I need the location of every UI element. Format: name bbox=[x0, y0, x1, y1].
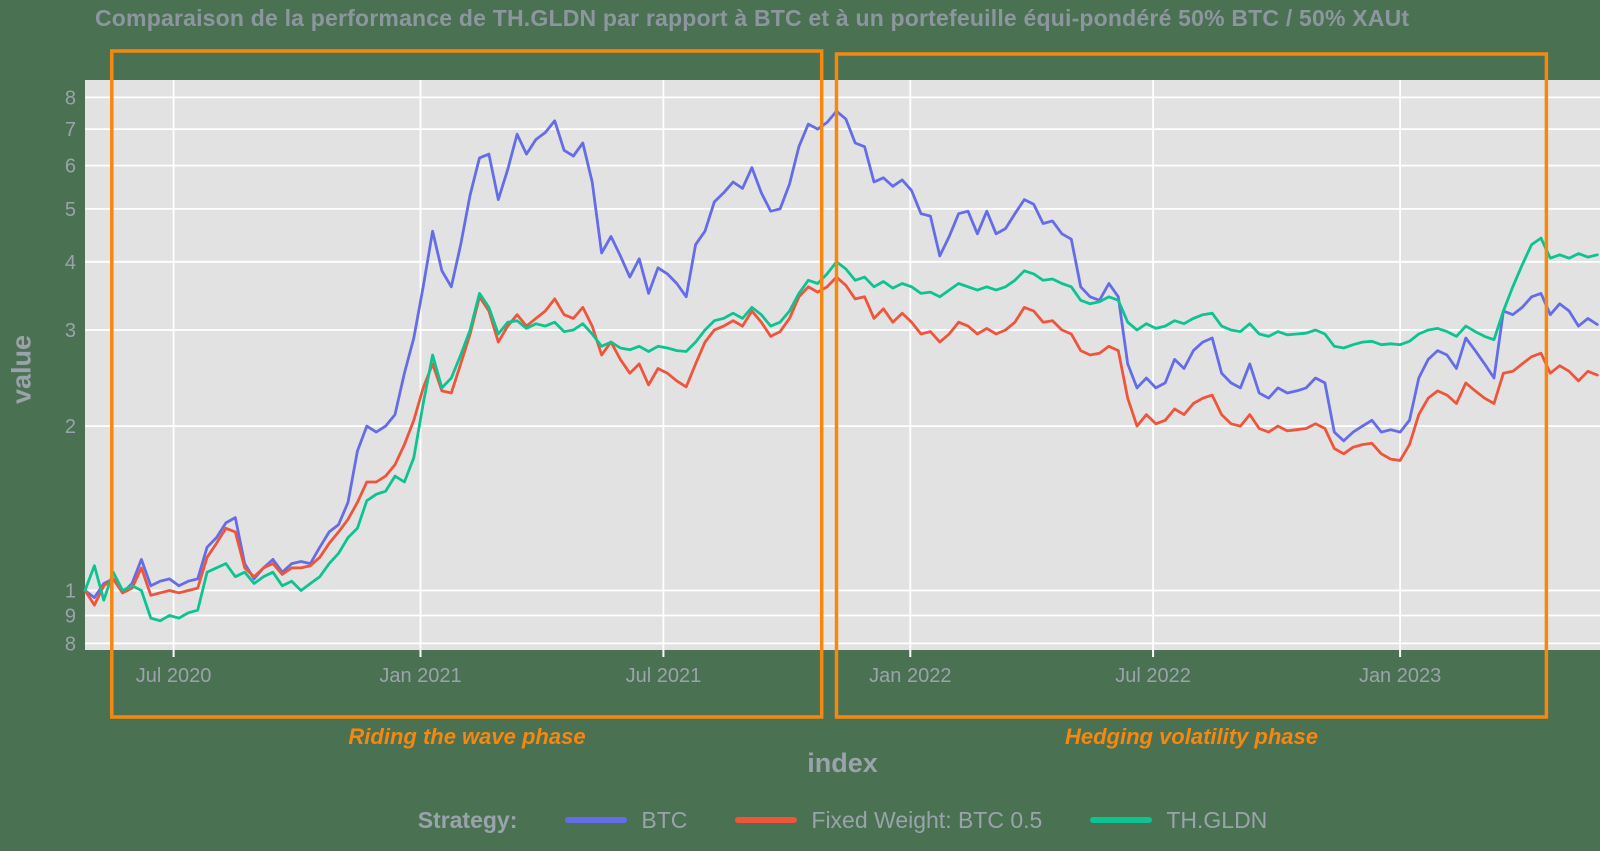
legend-swatch-btc bbox=[565, 817, 628, 823]
x-tick-label: Jan 2022 bbox=[869, 665, 951, 687]
legend-item-fixed-weight[interactable]: Fixed Weight: BTC 0.5 bbox=[735, 807, 1042, 834]
legend-label-btc: BTC bbox=[641, 806, 688, 833]
x-tick-labels: Jul 2020 Jan 2021 Jul 2021 Jan 2022 Jul 2022… bbox=[136, 665, 1441, 687]
x-gridlines bbox=[172, 80, 1401, 650]
legend-title: Strategy: bbox=[417, 806, 518, 833]
legend-label-th-gldn: TH.GLDN bbox=[1166, 806, 1268, 833]
legend-item-th-gldn[interactable]: TH.GLDN bbox=[1090, 807, 1267, 834]
y-tick-label: 1 bbox=[65, 581, 76, 603]
y-tick-label: 8 bbox=[65, 87, 76, 109]
x-tick-marks bbox=[172, 650, 1402, 657]
y-gridlines bbox=[85, 96, 1600, 645]
y-tick-label: 9 bbox=[65, 606, 76, 628]
legend-label-fixed-weight: Fixed Weight: BTC 0.5 bbox=[811, 806, 1043, 833]
y-tick-label: 5 bbox=[65, 199, 76, 221]
chart-title: Comparaison de la performance de TH.GLDN… bbox=[95, 5, 1410, 31]
series-line-fixed-weight-btc-0-5 bbox=[83, 275, 1599, 607]
phase-label-riding-the-wave: Riding the wave phase bbox=[348, 724, 586, 749]
series-line-th-gldn bbox=[83, 236, 1599, 623]
legend: Strategy: BTC Fixed Weight: BTC 0.5 TH.G… bbox=[85, 797, 1600, 843]
legend-swatch-fixed-weight bbox=[735, 817, 798, 823]
y-tick-label: 7 bbox=[65, 119, 76, 141]
legend-swatch-th-gldn bbox=[1090, 817, 1153, 823]
x-tick-label: Jan 2023 bbox=[1359, 665, 1441, 687]
x-tick-label: Jul 2022 bbox=[1115, 665, 1191, 687]
y-tick-labels: 8 7 6 5 4 3 2 1 9 8 bbox=[65, 87, 76, 655]
x-axis-title: index bbox=[807, 748, 878, 778]
phase-label-hedging-volatility: Hedging volatility phase bbox=[1064, 724, 1319, 749]
y-tick-label: 3 bbox=[65, 320, 76, 342]
phase-rect-riding-the-wave-phase bbox=[110, 49, 824, 719]
series-line-btc bbox=[83, 109, 1599, 600]
y-axis-title: value bbox=[6, 334, 37, 405]
y-tick-label: 2 bbox=[65, 416, 76, 438]
legend-item-btc[interactable]: BTC bbox=[565, 807, 687, 834]
phase-rect-hedging-volatility-phase bbox=[834, 52, 1549, 719]
y-tick-label: 8 bbox=[65, 633, 76, 655]
y-tick-label: 6 bbox=[65, 156, 76, 178]
x-tick-label: Jul 2020 bbox=[136, 665, 212, 687]
x-tick-label: Jan 2021 bbox=[379, 665, 461, 687]
x-tick-label: Jul 2021 bbox=[626, 665, 702, 687]
y-tick-label: 4 bbox=[65, 252, 76, 274]
